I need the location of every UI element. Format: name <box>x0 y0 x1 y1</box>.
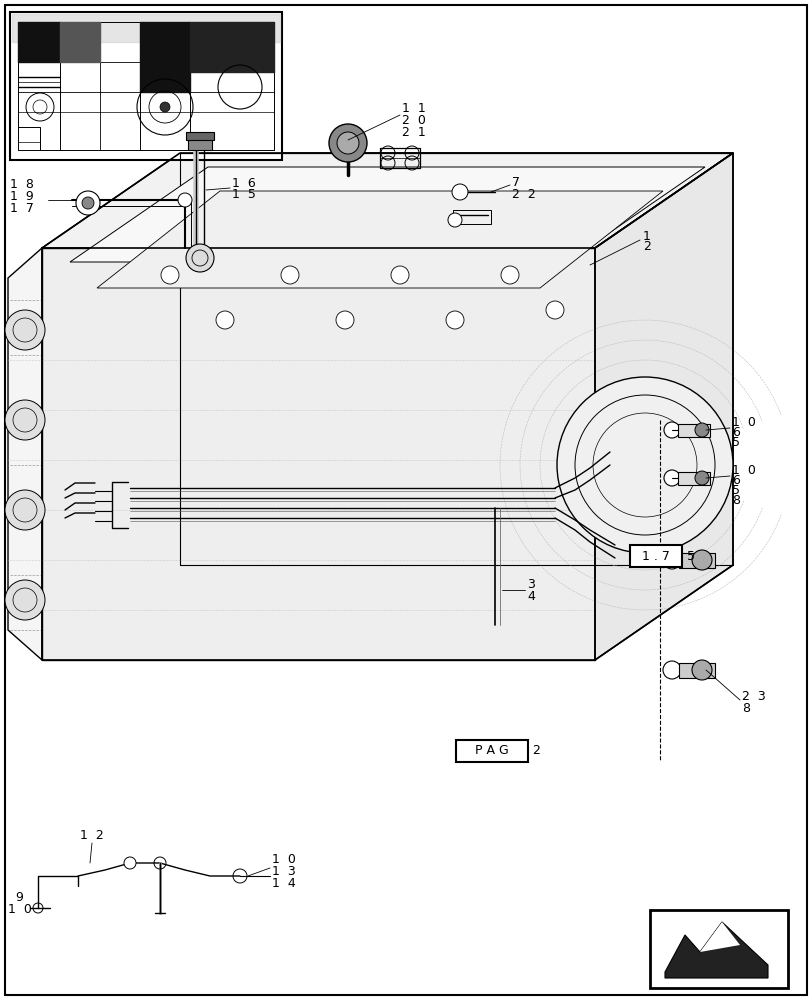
Text: 1  6: 1 6 <box>232 177 255 190</box>
Text: 2  3: 2 3 <box>741 690 765 704</box>
Polygon shape <box>664 922 767 978</box>
Bar <box>186 132 214 140</box>
Bar <box>678 553 714 568</box>
Text: 3: 3 <box>526 578 534 590</box>
Text: 1  0: 1 0 <box>8 903 32 916</box>
Polygon shape <box>42 248 594 660</box>
Circle shape <box>391 266 409 284</box>
Circle shape <box>5 310 45 350</box>
Text: 6: 6 <box>731 426 739 438</box>
Circle shape <box>186 244 214 272</box>
Bar <box>188 138 212 150</box>
Circle shape <box>178 193 191 207</box>
Text: 9: 9 <box>15 891 23 904</box>
Circle shape <box>82 197 94 209</box>
Text: 1  2: 1 2 <box>80 829 104 842</box>
Text: 2  0: 2 0 <box>401 114 425 127</box>
Polygon shape <box>97 191 663 288</box>
Polygon shape <box>42 153 732 248</box>
Text: 1  8: 1 8 <box>10 178 34 191</box>
Circle shape <box>694 423 708 437</box>
Text: 8: 8 <box>741 702 749 716</box>
Text: 1  0: 1 0 <box>731 416 755 428</box>
Text: 8: 8 <box>731 493 739 506</box>
Text: 1  3: 1 3 <box>272 865 295 878</box>
Text: 1 . 7: 1 . 7 <box>642 550 669 562</box>
Bar <box>629 545 681 567</box>
Text: P A G: P A G <box>474 744 508 758</box>
Text: 1  4: 1 4 <box>272 877 295 890</box>
Circle shape <box>663 470 679 486</box>
Text: 6: 6 <box>731 474 739 487</box>
Circle shape <box>336 311 354 329</box>
Circle shape <box>160 102 169 112</box>
Circle shape <box>5 490 45 530</box>
Circle shape <box>556 377 732 553</box>
Circle shape <box>5 400 45 440</box>
Bar <box>10 12 281 160</box>
Bar <box>678 663 714 678</box>
Circle shape <box>448 213 461 227</box>
Polygon shape <box>8 248 42 660</box>
Polygon shape <box>594 153 732 660</box>
Text: 1  9: 1 9 <box>10 190 34 202</box>
Circle shape <box>694 471 708 485</box>
Text: 2: 2 <box>642 239 650 252</box>
Circle shape <box>124 857 135 869</box>
Circle shape <box>328 124 367 162</box>
Circle shape <box>663 661 680 679</box>
Text: 2: 2 <box>531 744 539 758</box>
Text: 1  0: 1 0 <box>731 464 755 477</box>
Bar <box>677 424 709 437</box>
Text: 5: 5 <box>731 484 739 496</box>
Text: 2  1: 2 1 <box>401 126 425 139</box>
Circle shape <box>545 301 564 319</box>
Bar <box>453 210 491 224</box>
Text: 1: 1 <box>642 230 650 242</box>
Circle shape <box>663 422 679 438</box>
Bar <box>649 910 787 988</box>
Bar <box>677 472 709 485</box>
Circle shape <box>691 660 711 680</box>
Text: 2  2: 2 2 <box>512 188 535 202</box>
Circle shape <box>452 184 467 200</box>
Circle shape <box>500 266 518 284</box>
Text: 1  7: 1 7 <box>10 202 34 215</box>
Text: 5: 5 <box>731 436 739 448</box>
Circle shape <box>663 551 680 569</box>
Text: 1  0: 1 0 <box>272 853 295 866</box>
Circle shape <box>5 580 45 620</box>
Text: 1  1: 1 1 <box>401 102 425 115</box>
Circle shape <box>337 132 358 154</box>
Text: 1  5: 1 5 <box>232 188 255 200</box>
Text: 4: 4 <box>526 590 534 603</box>
Circle shape <box>691 550 711 570</box>
Circle shape <box>76 191 100 215</box>
Bar <box>456 740 527 762</box>
Circle shape <box>161 266 178 284</box>
Circle shape <box>216 311 234 329</box>
Polygon shape <box>699 922 739 952</box>
Polygon shape <box>70 167 704 262</box>
Circle shape <box>445 311 463 329</box>
Text: 7: 7 <box>512 176 519 189</box>
Text: 5: 5 <box>686 550 694 562</box>
Circle shape <box>281 266 298 284</box>
